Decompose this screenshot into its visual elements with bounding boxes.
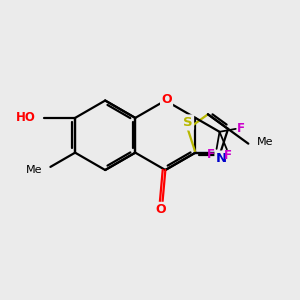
Text: F: F xyxy=(224,149,232,162)
Text: S: S xyxy=(183,116,193,129)
Text: F: F xyxy=(207,148,215,161)
Text: O: O xyxy=(161,93,172,106)
Text: Me: Me xyxy=(26,165,42,175)
Text: HO: HO xyxy=(16,111,36,124)
Text: O: O xyxy=(156,203,166,216)
Text: F: F xyxy=(236,122,244,135)
Text: Me: Me xyxy=(257,137,274,147)
Text: N: N xyxy=(216,152,227,165)
